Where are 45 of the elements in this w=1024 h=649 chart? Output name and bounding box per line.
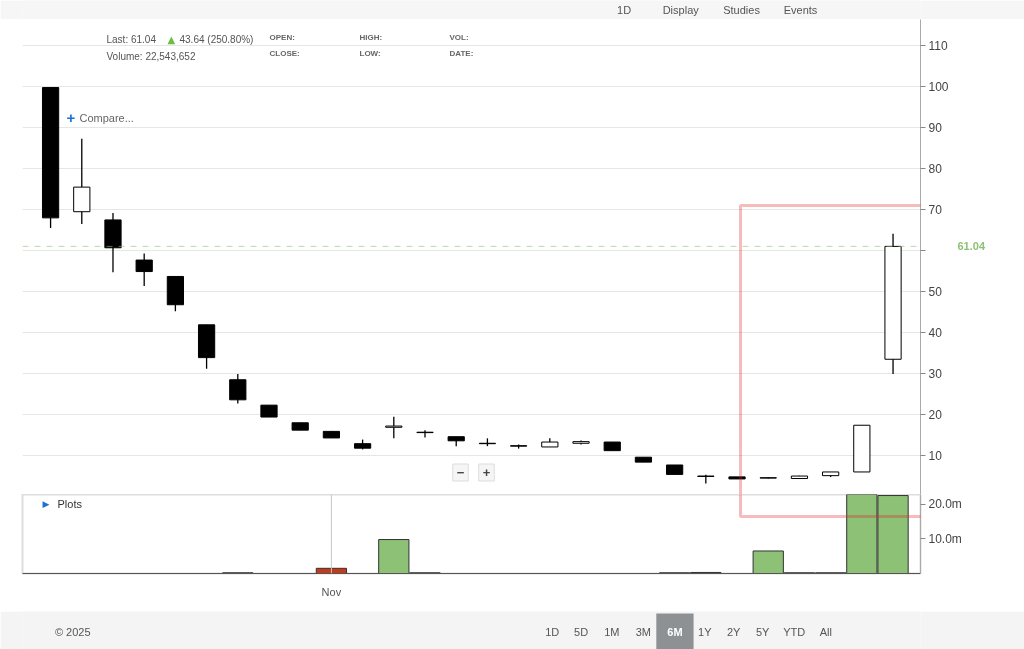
y-tick-label: 50 [928, 285, 943, 300]
text: Display [662, 3, 700, 16]
annotation: + [482, 465, 491, 480]
text: 1M [604, 625, 620, 638]
text: 1Y [698, 625, 713, 638]
text: Studies [723, 3, 761, 16]
y-tick-label: 10 [928, 449, 943, 464]
annotation: OPEN: [269, 33, 295, 42]
annotation: ▲ [167, 34, 176, 45]
y-tick-label: 20.0m [928, 497, 962, 512]
annotation: − [456, 465, 465, 480]
text: Events [783, 3, 818, 16]
annotation: 43.64 (250.80%) [179, 34, 254, 45]
annotation: Last: 61.04 [106, 34, 157, 45]
text: 5D [574, 625, 589, 638]
y-tick-label: 30 [928, 367, 943, 382]
text: 1D [617, 3, 632, 16]
text: 6M [667, 625, 683, 638]
annotation: VOL: [449, 33, 469, 42]
text: 1D [545, 625, 560, 638]
text: YTD [783, 625, 806, 638]
text: 5Y [755, 625, 771, 638]
y-tick-label: 10.0m [928, 531, 962, 546]
annotation: + [66, 108, 76, 126]
y-tick-label: 80 [928, 162, 943, 177]
annotation: LOW: [359, 49, 381, 58]
x-tick-label: Nov [321, 585, 342, 598]
y-tick-label: 90 [928, 121, 943, 136]
text: © 2025 [54, 625, 91, 638]
y-tick-label: 20 [928, 408, 943, 423]
annotation: Compare... [79, 111, 134, 124]
annotation: ▶ [42, 498, 50, 509]
y-tick-label: 110 [928, 39, 948, 54]
annotation: CLOSE: [269, 49, 300, 58]
y-tick-label: 40 [928, 326, 943, 341]
text: 2Y [726, 625, 742, 638]
annotation: Plots [57, 497, 83, 510]
y-tick-label: 70 [928, 203, 943, 218]
y-tick-label: 100 [928, 80, 949, 95]
annotation: HIGH: [359, 33, 383, 42]
text: All [819, 625, 832, 638]
text: 3M [635, 625, 652, 638]
annotation: DATE: [449, 49, 474, 58]
annotation: Volume: 22,543,652 [106, 51, 196, 62]
ref-line-label: 61.04 [957, 240, 986, 253]
